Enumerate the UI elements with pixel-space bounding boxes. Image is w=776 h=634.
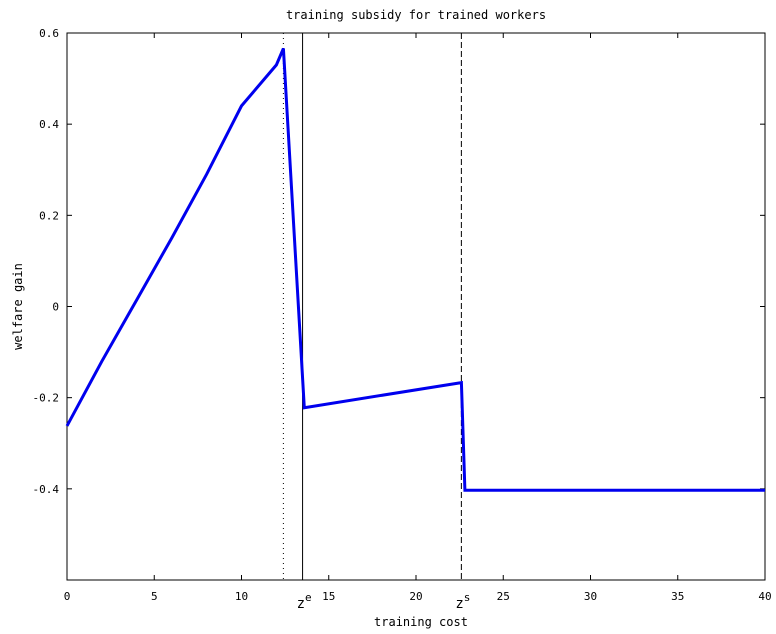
- x-tick-label: 15: [322, 590, 335, 603]
- x-tick-label: 0: [64, 590, 71, 603]
- x-axis-label: training cost: [374, 615, 468, 629]
- annotation-e: ze: [297, 591, 312, 612]
- x-tick-label: 20: [409, 590, 422, 603]
- annotation-base: z: [455, 596, 463, 612]
- x-tick-label: 35: [671, 590, 684, 603]
- annotation-sup: s: [464, 591, 471, 604]
- x-tick-label: 5: [151, 590, 158, 603]
- annotation-base: z: [297, 596, 305, 612]
- y-tick-label: -0.4: [33, 483, 60, 496]
- y-axis-label: welfare gain: [11, 263, 25, 350]
- annotation-s: zs: [455, 591, 470, 612]
- y-tick-label: 0.4: [39, 118, 59, 131]
- x-tick-label: 25: [497, 590, 510, 603]
- y-tick-label: 0.6: [39, 27, 59, 40]
- annotation-sup: e: [305, 591, 312, 604]
- chart-title: training subsidy for trained workers: [286, 8, 546, 22]
- x-tick-label: 10: [235, 590, 248, 603]
- plot-area: 0 5 10 15 20 25 30 35 40-0.4-0.200.20.40.6ze zs: [33, 27, 772, 612]
- y-tick-label: 0.2: [39, 209, 59, 222]
- x-tick-label: 40: [758, 590, 771, 603]
- plot-frame: [66, 32, 766, 581]
- x-tick-label: 30: [584, 590, 597, 603]
- y-tick-label: -0.2: [33, 392, 60, 405]
- y-tick-label: 0: [52, 301, 59, 314]
- welfare-gain-line: [65, 47, 765, 492]
